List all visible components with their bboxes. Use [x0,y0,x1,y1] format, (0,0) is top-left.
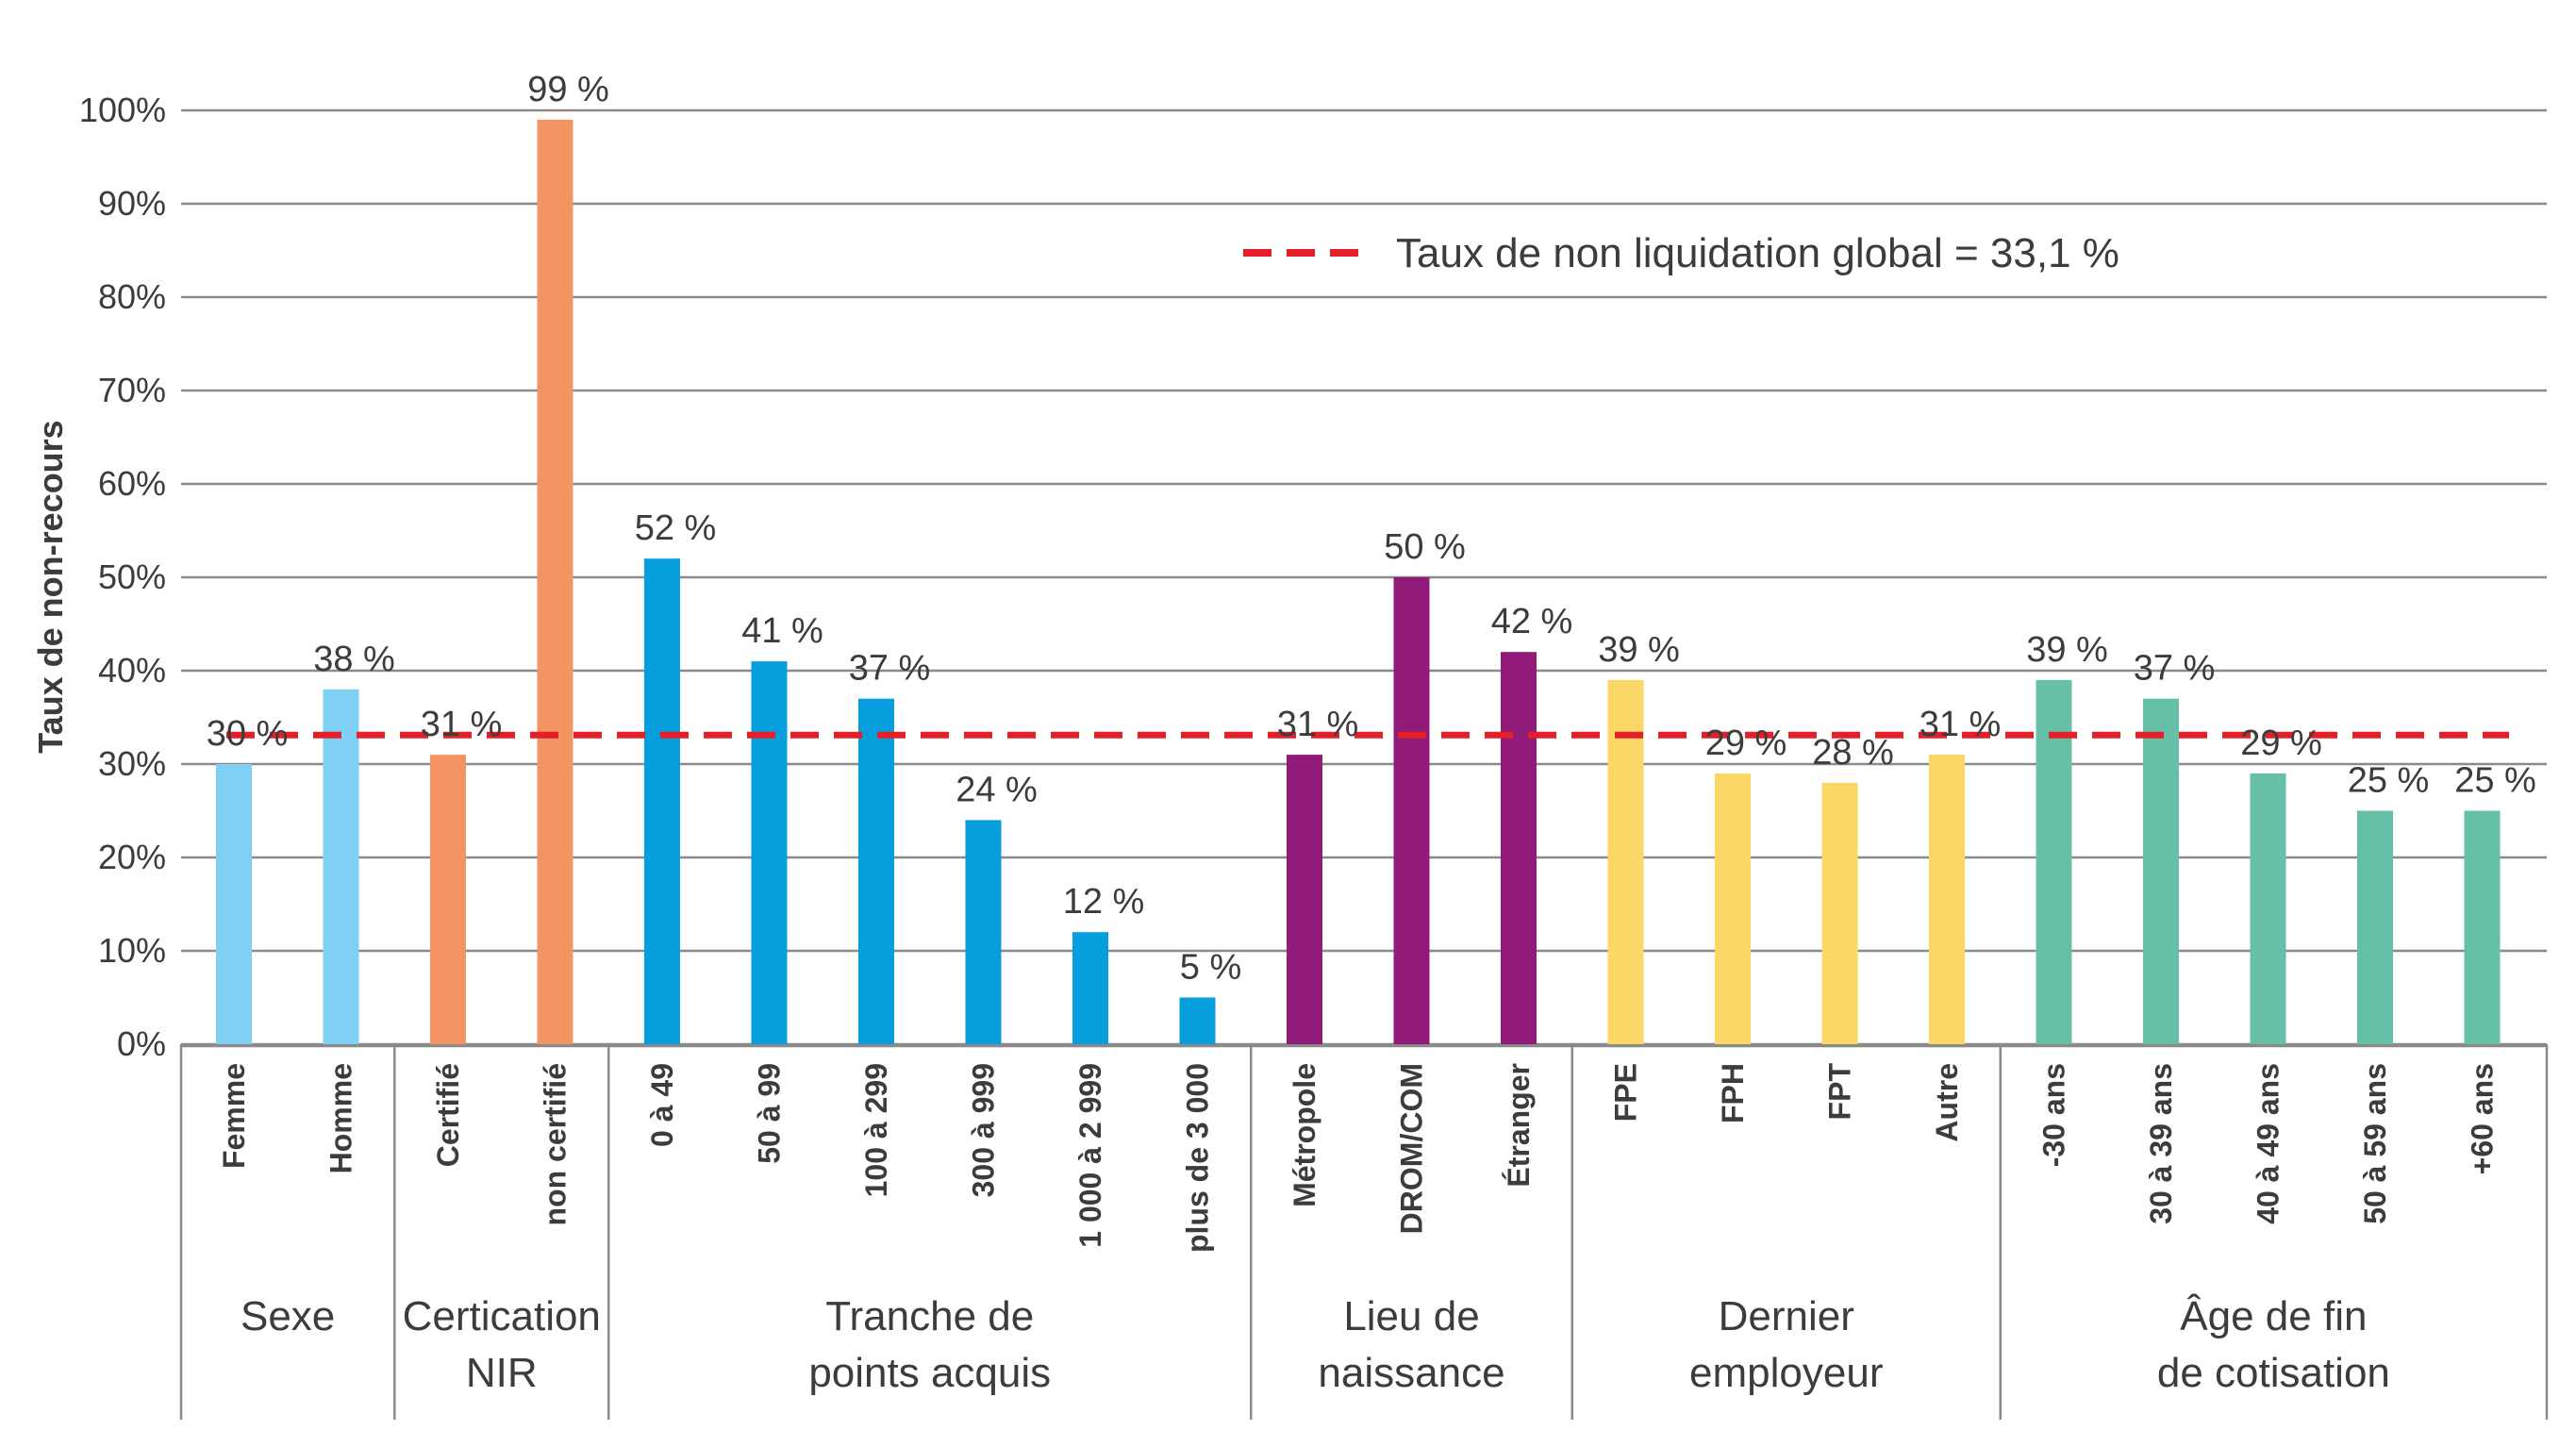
bar [644,558,680,1044]
legend: Taux de non liquidation global = 33,1 % [1243,230,2119,276]
category-label: 40 à 49 ans [2252,1063,2285,1224]
category-label: 50 à 99 [753,1063,787,1164]
bar [751,661,788,1044]
data-label: 24 % [956,770,1038,809]
y-tick-label: 0% [117,1024,166,1063]
data-label: 37 % [2134,649,2216,689]
category-label: plus de 3 000 [1181,1063,1215,1253]
category-label: Autre [1930,1063,1964,1142]
y-tick-label: 30% [98,744,166,783]
y-tick-label: 50% [98,557,166,596]
bar [1929,755,1965,1044]
x-axis: Femme Homme Sexe Certifié non certifié Certic… [179,1044,2549,1420]
category-label: DROM/COM [1395,1063,1429,1234]
category-label: Homme [324,1063,358,1173]
bar [430,755,466,1044]
data-label: 41 % [741,611,823,651]
bar [1821,782,1858,1044]
y-axis-ticks: 0% 10% 20% 30% 40% 50% 60% 70% 80% 90% 100% [79,91,166,1063]
data-label: 99 % [527,70,609,109]
data-label: 38 % [313,640,395,679]
y-tick-label: 10% [98,931,166,970]
bar [2036,679,2072,1044]
legend-label: Taux de non liquidation global = 33,1 % [1396,230,2119,276]
category-label: Métropole [1288,1063,1321,1207]
bar [2357,810,2393,1044]
group-label: Dernier [1719,1293,1854,1339]
data-label: 42 % [1491,602,1573,641]
category-label: +60 ans [2466,1063,2500,1174]
data-labels: 30 % 38 % 31 % 99 % 52 % 41 % 37 % 24 % 12 % 5 % 3… [207,70,2536,988]
data-label: 39 % [2026,630,2108,670]
data-label: 25 % [2348,761,2430,801]
data-label: 29 % [2240,724,2322,763]
data-label: 31 % [1920,705,2002,744]
category-label: -30 ans [2037,1063,2071,1167]
data-label: 30 % [207,714,289,754]
group-label: Âge de fin [2180,1293,2367,1339]
bar [2143,698,2179,1044]
data-label: 31 % [421,705,503,744]
group-label: Certication [403,1293,601,1339]
category-label: Étranger [1502,1063,1536,1188]
bar [323,689,359,1044]
gridlines [181,108,2547,1046]
category-label: 300 à 999 [967,1063,1001,1197]
bar [216,764,252,1044]
y-axis-label: Taux de non-recours [31,420,70,753]
category-label: FPT [1823,1063,1857,1121]
category-label: 0 à 49 [645,1063,679,1147]
bar [2250,773,2286,1044]
bar [858,698,894,1044]
category-label: 100 à 299 [859,1063,893,1197]
y-tick-label: 60% [98,464,166,503]
bar [1607,679,1644,1044]
bar [1072,932,1108,1044]
category-label: 1 000 à 2 999 [1073,1063,1107,1248]
bar [2464,810,2501,1044]
data-label: 52 % [635,508,717,548]
category-label: FPH [1716,1063,1750,1123]
bar [537,119,573,1044]
bar [1287,755,1322,1044]
bar [1179,997,1216,1044]
category-label: Certifié [431,1063,465,1167]
bar [1393,577,1430,1044]
y-tick-label: 100% [79,91,166,129]
bar [965,820,1002,1044]
group-label: Sexe [241,1293,335,1339]
y-tick-label: 40% [98,651,166,690]
group-label: Lieu de [1343,1293,1479,1339]
data-label: 39 % [1598,630,1680,670]
group-label: employeur [1689,1350,1883,1396]
y-tick-label: 20% [98,838,166,876]
y-tick-label: 80% [98,277,166,316]
data-label: 50 % [1384,527,1466,567]
group-label: NIR [466,1350,538,1396]
data-label: 28 % [1812,733,1894,773]
category-label: 50 à 59 ans [2358,1063,2392,1224]
category-label: 30 à 39 ans [2144,1063,2178,1224]
y-tick-label: 90% [98,184,166,223]
category-label: FPE [1609,1063,1643,1122]
category-label: Femme [217,1063,251,1169]
data-label: 12 % [1063,882,1145,922]
bars [216,119,2501,1044]
data-label: 31 % [1277,705,1359,744]
category-label: non certifié [539,1063,573,1225]
bar [1715,773,1751,1044]
data-label: 29 % [1705,724,1787,763]
group-label: naissance [1318,1350,1504,1396]
y-tick-label: 70% [98,371,166,409]
data-label: 25 % [2454,761,2536,801]
bar [1501,652,1537,1044]
data-label: 5 % [1180,948,1241,988]
group-label: de cotisation [2157,1350,2390,1396]
group-label: Tranche de [825,1293,1034,1339]
data-label: 37 % [849,649,931,689]
group-label: points acquis [808,1350,1051,1396]
